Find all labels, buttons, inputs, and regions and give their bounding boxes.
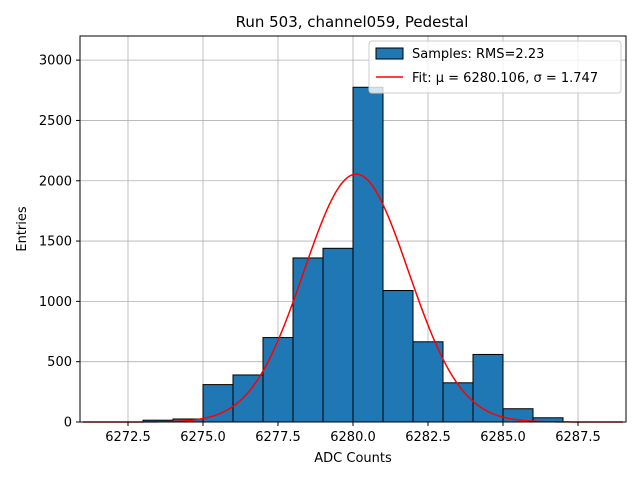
y-axis-label: Entries [15, 206, 30, 252]
x-tick-label: 6282.5 [405, 430, 451, 445]
fit-curve-group [83, 173, 623, 423]
legend-box [368, 40, 622, 94]
histogram-bar [382, 290, 414, 423]
x-axis-label: ADC Counts [314, 451, 392, 466]
x-tick-label: 6277.5 [255, 430, 301, 445]
histogram-bar [292, 257, 324, 423]
histogram-bars [142, 86, 564, 423]
histogram-bar [412, 341, 444, 423]
histogram-bar [322, 247, 354, 423]
legend: Samples: RMS=2.23 Fit: μ = 6280.106, σ =… [368, 40, 622, 94]
x-tick-label: 6272.5 [105, 430, 151, 445]
y-tick-label: 0 [64, 416, 72, 431]
histogram-bar [262, 337, 294, 423]
x-tick-label: 6275.0 [180, 430, 226, 445]
y-tick-label: 2500 [39, 114, 72, 129]
histogram-bar [232, 374, 264, 423]
histogram-bar [442, 382, 474, 423]
histogram-bar [352, 86, 384, 423]
x-axis-ticks: 6272.5 6275.0 6277.5 6280.0 6282.5 6285.0 6287… [105, 422, 601, 445]
y-tick-label: 500 [47, 355, 72, 370]
y-tick-label: 2000 [39, 174, 72, 189]
legend-samples-label: Samples: RMS=2.23 [412, 47, 544, 62]
y-axis-ticks: 0 500 1000 1500 2000 2500 3000 [39, 54, 80, 431]
legend-fit-label: Fit: μ = 6280.106, σ = 1.747 [412, 71, 598, 86]
x-tick-label: 6287.5 [555, 430, 601, 445]
x-tick-label: 6285.0 [480, 430, 526, 445]
chart-title: Run 503, channel059, Pedestal [236, 13, 469, 31]
legend-samples-swatch [375, 47, 404, 60]
y-tick-label: 1000 [39, 295, 72, 310]
x-tick-label: 6280.0 [330, 430, 376, 445]
fit-curve [83, 173, 623, 423]
y-tick-label: 1500 [39, 235, 72, 250]
histogram-bar [202, 384, 234, 423]
y-tick-label: 3000 [39, 54, 72, 69]
